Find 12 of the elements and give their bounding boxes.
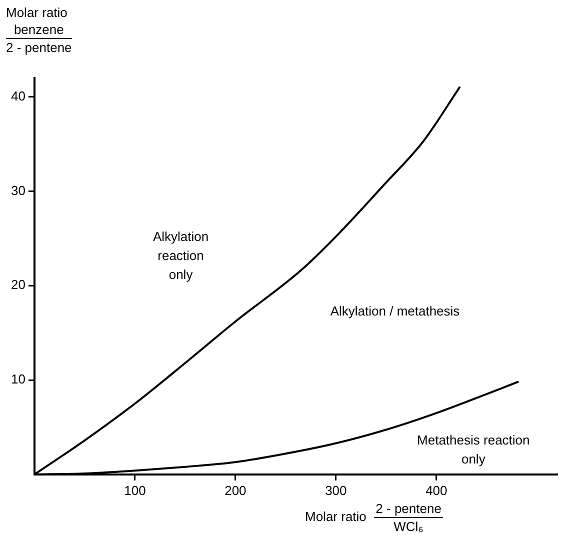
y-tick-label: 10 (10, 372, 26, 387)
y-tick-label: 30 (10, 182, 26, 198)
x-tick-label: 300 (325, 482, 347, 498)
y-axis-title: Molar ratio benzene 2 - pentene (6, 4, 72, 56)
annotation: Alkylation / metathesis (330, 303, 460, 318)
y-tick-label: 20 (10, 277, 26, 292)
annotation: Alkylation reaction only (152, 228, 209, 282)
y-tick-label: 40 (10, 88, 26, 104)
x-tick-label: 200 (224, 482, 246, 498)
annotation: Metathesis reaction only (417, 432, 530, 467)
x-tick-label: 100 (124, 482, 146, 498)
x-tick-label: 400 (426, 482, 448, 498)
